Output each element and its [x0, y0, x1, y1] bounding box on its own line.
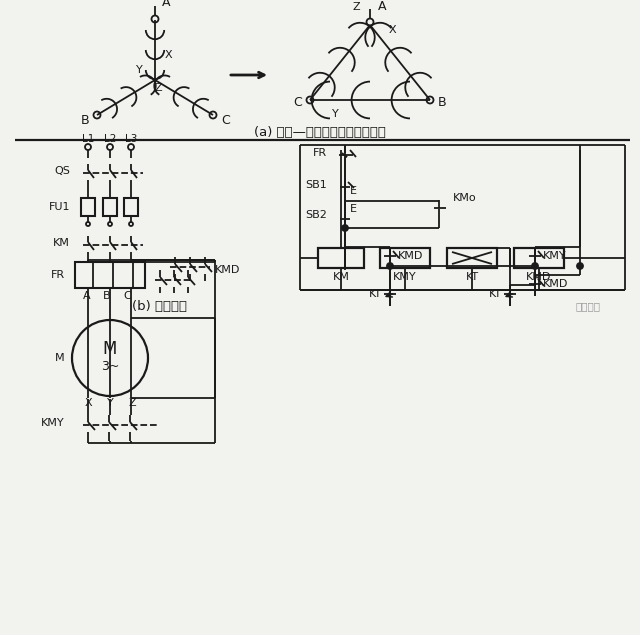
Text: B: B: [438, 97, 447, 109]
Text: A: A: [83, 291, 91, 301]
Text: KM: KM: [333, 272, 349, 282]
Text: Z: Z: [353, 2, 360, 12]
Circle shape: [387, 263, 393, 269]
Text: Y: Y: [332, 109, 339, 119]
Text: B: B: [103, 291, 111, 301]
Bar: [318, 248, 364, 268]
Text: L3: L3: [125, 134, 137, 144]
Text: A: A: [162, 0, 170, 8]
Text: L2: L2: [104, 134, 116, 144]
Circle shape: [532, 263, 538, 269]
Text: KT: KT: [369, 289, 382, 299]
Text: KMo: KMo: [453, 193, 477, 203]
Text: X: X: [388, 25, 396, 35]
Text: Z: Z: [128, 398, 136, 408]
Bar: [447, 248, 497, 268]
Text: (a) 星形—三角形转换绕组连接图: (a) 星形—三角形转换绕组连接图: [254, 126, 386, 138]
Text: C: C: [123, 291, 131, 301]
Text: KMY: KMY: [393, 272, 417, 282]
Text: E: E: [350, 204, 357, 214]
Text: FU1: FU1: [49, 202, 70, 212]
Text: Y: Y: [107, 398, 113, 408]
Text: KT: KT: [489, 289, 502, 299]
Text: Z: Z: [154, 83, 162, 93]
Text: 易筑电气: 易筑电气: [575, 301, 600, 311]
Text: KMD: KMD: [398, 251, 424, 261]
Bar: [380, 248, 430, 268]
Text: KMY: KMY: [543, 251, 566, 261]
Text: C: C: [293, 97, 302, 109]
Text: (b) 控制线路: (b) 控制线路: [132, 300, 188, 312]
Text: C: C: [221, 114, 230, 126]
Bar: [75, 262, 145, 288]
Text: KMD: KMD: [543, 279, 568, 289]
Text: KMD: KMD: [215, 265, 241, 275]
Text: KMD: KMD: [526, 272, 552, 282]
Text: FR: FR: [313, 148, 327, 158]
Circle shape: [342, 225, 348, 231]
Bar: [81, 198, 95, 216]
Text: KMY: KMY: [42, 418, 65, 428]
Text: Y: Y: [136, 65, 143, 75]
Bar: [514, 248, 564, 268]
Text: FR: FR: [51, 270, 65, 280]
Text: X: X: [165, 50, 173, 60]
Text: QS: QS: [54, 166, 70, 176]
Text: B: B: [81, 114, 89, 126]
Bar: [124, 198, 138, 216]
Text: KM: KM: [53, 238, 70, 248]
Text: SB2: SB2: [305, 210, 327, 220]
Text: SB1: SB1: [305, 180, 327, 190]
Text: E: E: [350, 186, 357, 196]
Text: A: A: [378, 1, 387, 13]
Text: X: X: [84, 398, 92, 408]
Circle shape: [577, 263, 583, 269]
Text: L1: L1: [82, 134, 94, 144]
Text: M: M: [56, 353, 65, 363]
Text: M: M: [103, 340, 117, 358]
Text: KT: KT: [465, 272, 479, 282]
Text: 3~: 3~: [101, 361, 119, 373]
Bar: [103, 198, 117, 216]
